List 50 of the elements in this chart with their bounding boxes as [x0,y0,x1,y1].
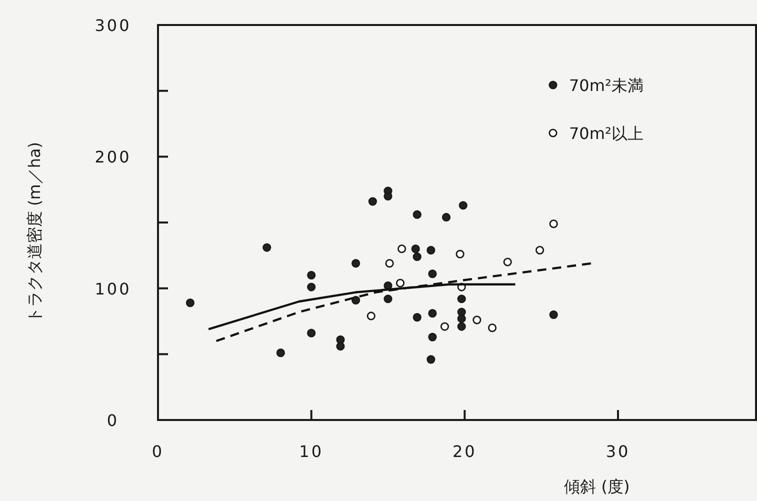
y-axis-title: トラクタ道密度 (m／ha) [25,142,44,324]
point [411,244,420,254]
x-tick-label: 0 [152,442,164,461]
point [307,270,316,280]
point [426,246,436,254]
point [428,270,437,278]
point [307,328,316,338]
y-tick-label: 100 [94,279,132,298]
point [426,355,436,364]
point [472,316,482,324]
point [336,342,345,351]
point [442,212,451,222]
x-tick-label: 10 [299,442,324,461]
point [488,324,497,332]
point [396,278,405,288]
point [457,322,466,331]
y-tick-label: 200 [94,148,132,167]
point [549,220,558,228]
point [352,296,360,304]
point [503,258,512,266]
point [384,294,392,304]
point [368,197,377,206]
y-tick-label: 300 [94,16,132,35]
legend-label: 70m²以上 [569,124,644,143]
point [456,250,464,258]
x-tick-label: 20 [452,442,477,461]
point [428,309,437,318]
point [440,322,450,331]
point [186,298,194,308]
point [457,314,466,323]
point [385,259,394,268]
point [366,312,376,320]
point [458,201,468,210]
y-tick-label: 0 [106,411,120,430]
point [536,246,544,254]
point [384,192,392,200]
point [307,282,316,292]
point [457,294,466,304]
point [398,244,406,254]
point [412,210,422,219]
point [352,259,360,268]
x-axis-title: 傾斜 (度) [564,477,630,496]
point [428,332,437,342]
point [262,243,272,252]
legend-label: 70m²未満 [569,76,644,95]
x-tick-label: 30 [606,442,630,461]
point [412,313,422,322]
point [412,252,422,262]
point [276,348,285,358]
point [549,310,558,319]
